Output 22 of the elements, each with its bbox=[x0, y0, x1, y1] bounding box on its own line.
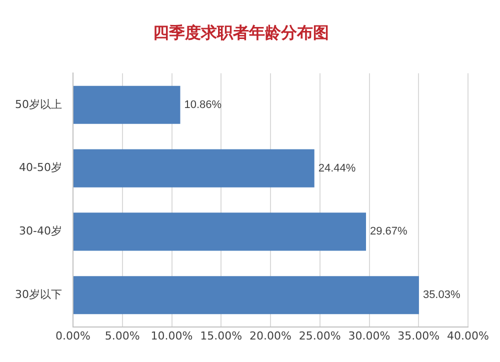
chart-title: 四季度求职者年龄分布图 bbox=[153, 22, 329, 42]
data-label: 10.86% bbox=[184, 98, 222, 111]
bar bbox=[73, 149, 314, 188]
data-label: 24.44% bbox=[318, 162, 356, 174]
y-tick-label: 30岁以下 bbox=[14, 288, 62, 301]
x-tick-label: 0.00% bbox=[56, 329, 90, 342]
y-tick-label: 50岁以上 bbox=[14, 98, 62, 111]
x-tick-label: 40.00% bbox=[447, 329, 490, 342]
x-tick-label: 15.00% bbox=[200, 329, 242, 342]
y-tick-label: 30-40岁 bbox=[19, 224, 62, 238]
x-tick-label: 10.00% bbox=[150, 329, 193, 342]
bar bbox=[73, 86, 180, 124]
y-tick-label: 40-50岁 bbox=[19, 161, 62, 174]
bar bbox=[73, 276, 419, 314]
x-tick-label: 20.00% bbox=[250, 329, 292, 342]
x-tick-label: 5.00% bbox=[104, 329, 140, 342]
x-tick-label: 30.00% bbox=[348, 329, 390, 342]
bar bbox=[73, 212, 366, 251]
x-tick-label: 35.00% bbox=[398, 329, 440, 342]
data-label: 35.03% bbox=[422, 289, 460, 302]
data-label: 29.67% bbox=[370, 226, 408, 238]
x-tick-label: 25.00% bbox=[298, 329, 341, 342]
